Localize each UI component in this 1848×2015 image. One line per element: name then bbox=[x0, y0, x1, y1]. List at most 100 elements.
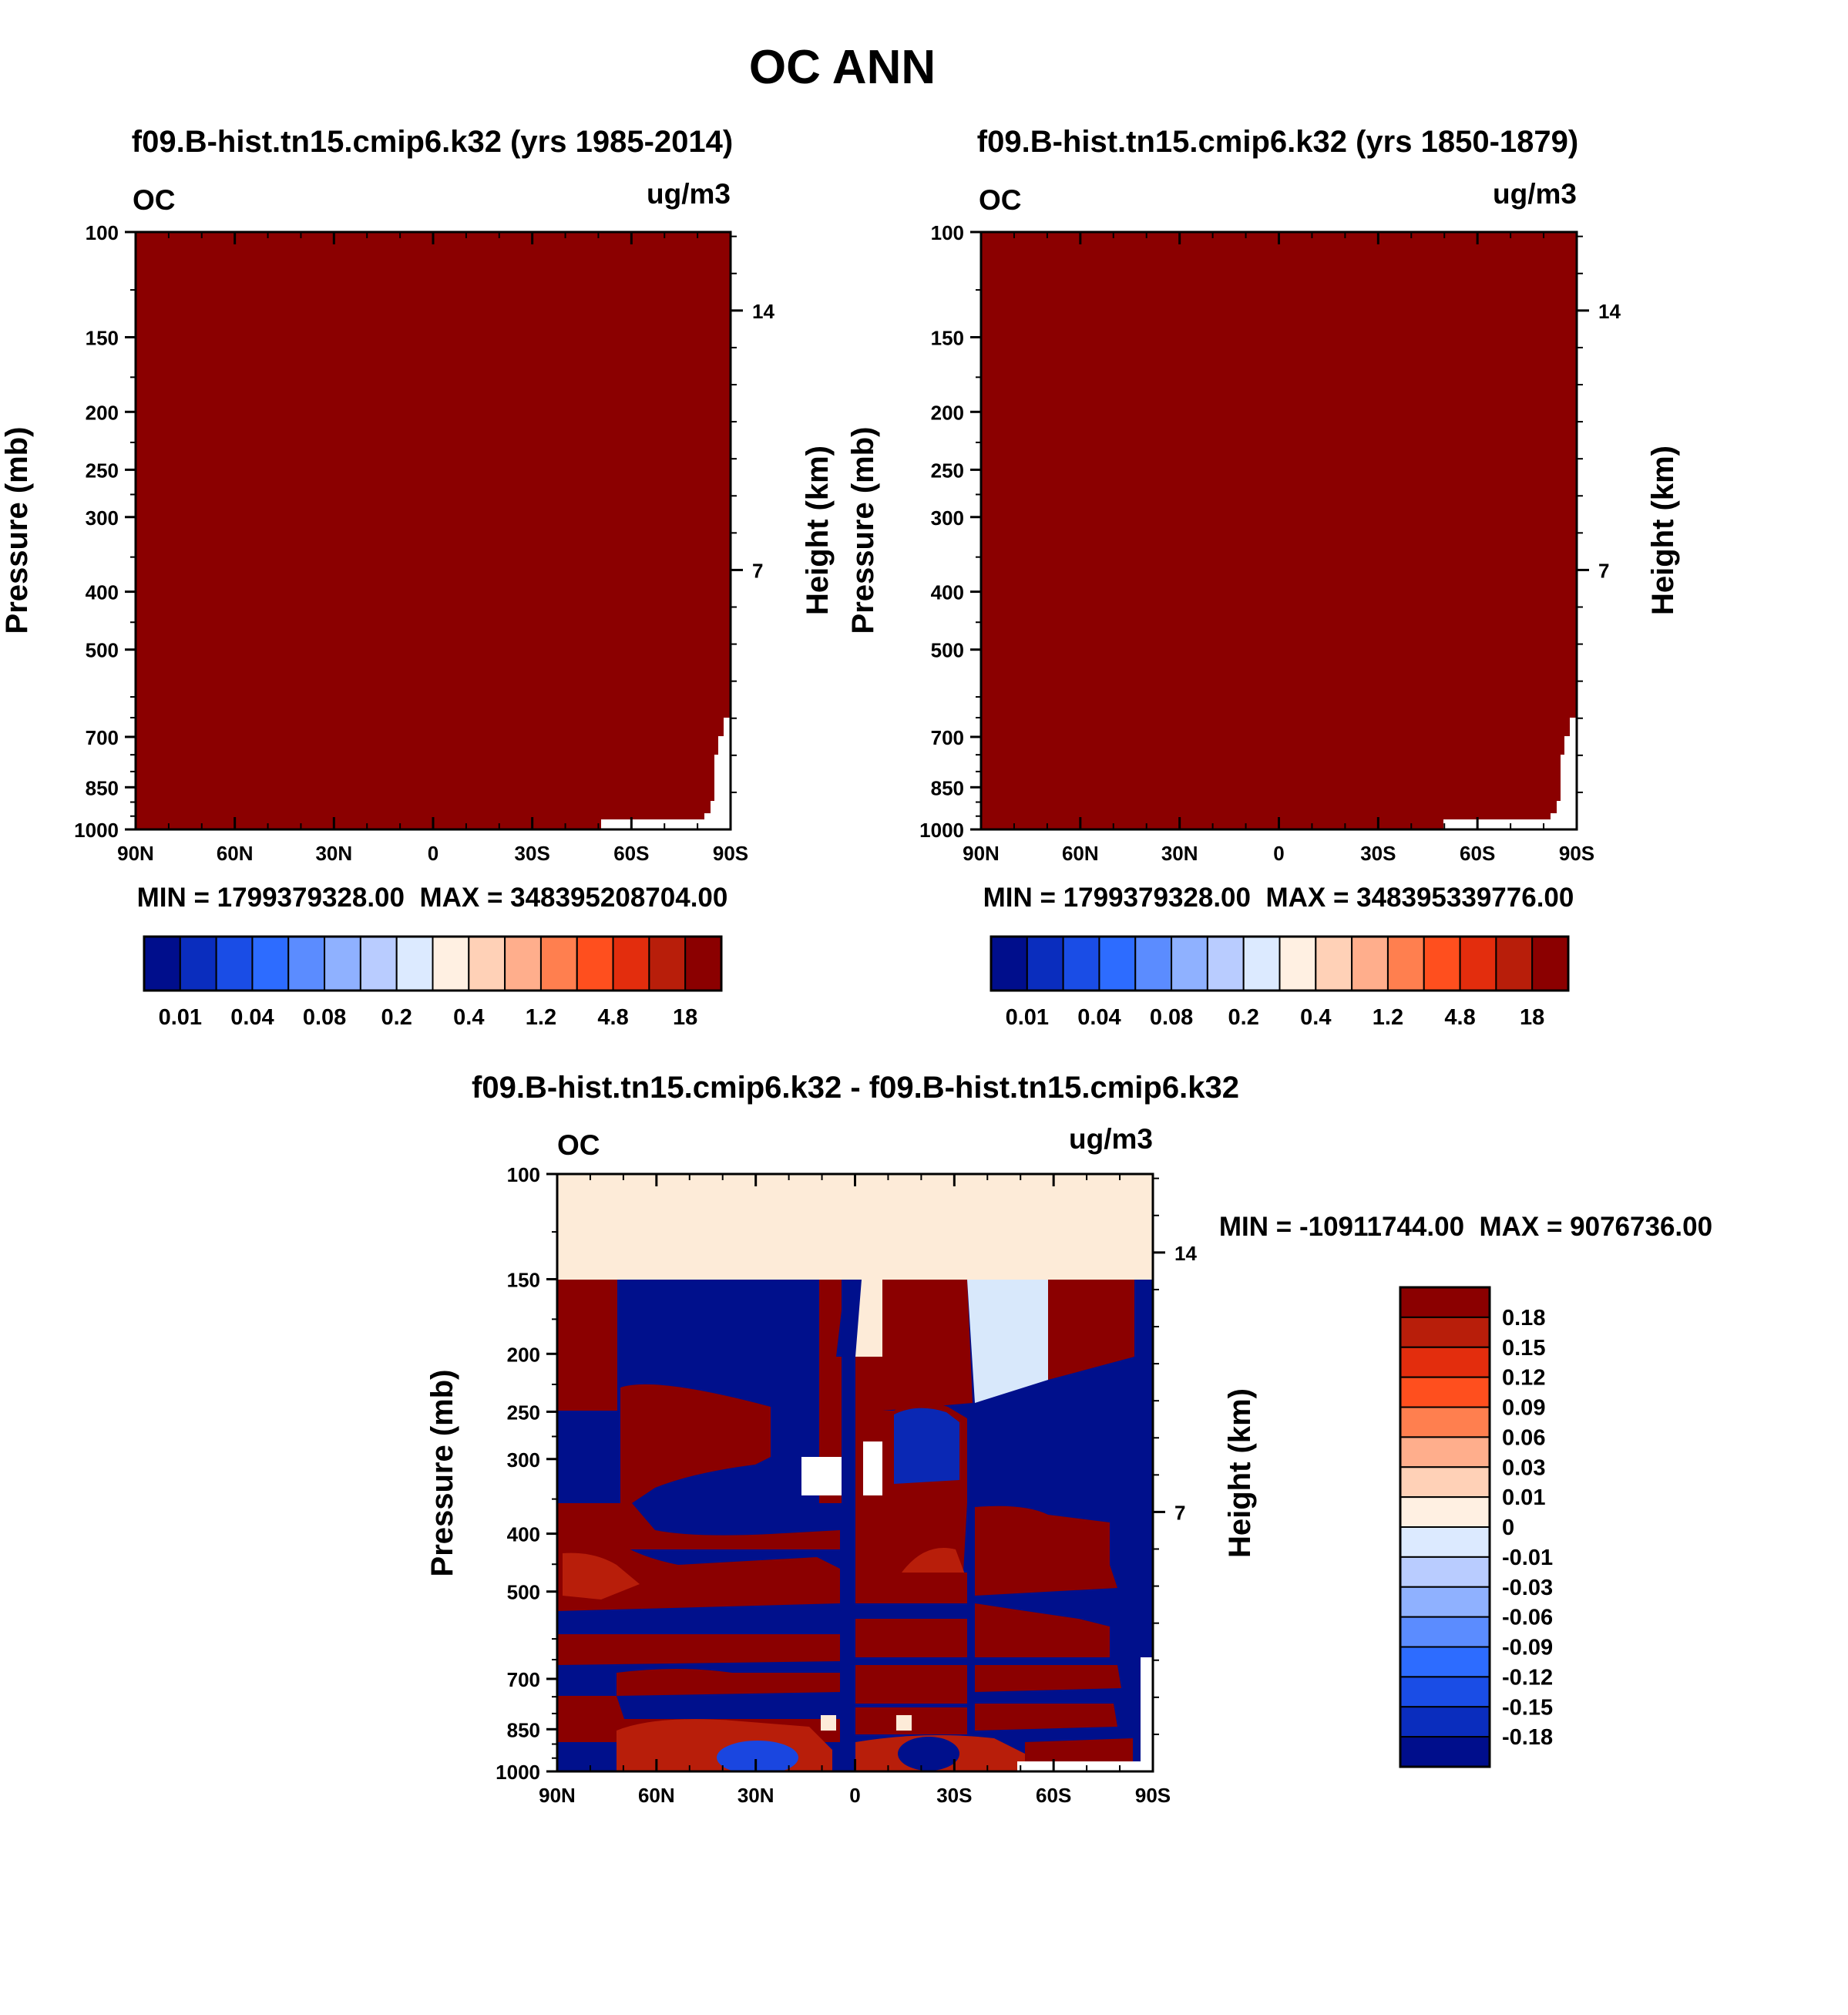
lat-tick-label: 90N bbox=[117, 842, 154, 865]
colorbar-box bbox=[990, 936, 1028, 991]
colorbar-label: 0.12 bbox=[1502, 1366, 1545, 1391]
diff-patch bbox=[557, 1634, 840, 1665]
pressure-tick-label: 250 bbox=[931, 459, 964, 482]
lat-tick-label: 0 bbox=[428, 842, 438, 865]
colorbar-label: 4.8 bbox=[597, 1005, 628, 1030]
pressure-tick-label: 400 bbox=[931, 581, 964, 604]
panel-b: f09.B-hist.tn15.cmip6.k32 (yrs 1850-1879… bbox=[846, 125, 1680, 1030]
pressure-tick-label: 100 bbox=[86, 221, 119, 244]
lat-tick-label: 0 bbox=[849, 1784, 860, 1807]
lat-tick-label: 30N bbox=[738, 1784, 774, 1807]
colorbar-box bbox=[1399, 1706, 1490, 1738]
panel-c-stats: MIN = -10911744.00 MAX = 9076736.00 bbox=[1219, 1212, 1712, 1242]
colorbar-box bbox=[1026, 936, 1064, 991]
panel-a-variable: OC bbox=[133, 184, 176, 216]
lat-tick-label: 60S bbox=[1460, 842, 1495, 865]
diff-patch bbox=[863, 1441, 882, 1495]
colorbar-box bbox=[1134, 936, 1173, 991]
panel-b-colorbar: 0.01 0.04 0.08 0.2 0.4 1.2 4.8 18 bbox=[990, 935, 1570, 1030]
pressure-tick-label: 850 bbox=[931, 776, 964, 799]
colorbar-box bbox=[395, 936, 434, 991]
pressure-tick-label: 300 bbox=[507, 1448, 540, 1472]
colorbar-label: 1.2 bbox=[1373, 1005, 1403, 1030]
panel-b-ylabel-right: Height (km) bbox=[1646, 446, 1680, 615]
panel-c-ylabel: Pressure (mb) bbox=[425, 1370, 459, 1577]
pressure-tick-label: 1000 bbox=[919, 819, 964, 842]
panel-a-units: ug/m3 bbox=[647, 178, 731, 210]
colorbar-box bbox=[1351, 936, 1389, 991]
colorbar-label: 0.2 bbox=[381, 1005, 412, 1030]
diff-patch bbox=[563, 1552, 640, 1600]
pressure-tick-label: 500 bbox=[507, 1581, 540, 1604]
colorbar-label: 0.15 bbox=[1502, 1336, 1545, 1361]
colorbar-box bbox=[1062, 936, 1100, 991]
pressure-tick-label: 700 bbox=[931, 726, 964, 749]
panel-a-ylabel: Pressure (mb) bbox=[0, 427, 34, 634]
pressure-tick-label: 500 bbox=[931, 639, 964, 662]
diff-patch bbox=[821, 1715, 836, 1731]
pressure-tick-label: 200 bbox=[931, 401, 964, 424]
colorbar-label: 0.4 bbox=[453, 1005, 484, 1030]
diff-patch bbox=[975, 1603, 1110, 1657]
panel-b-ylabel: Pressure (mb) bbox=[846, 427, 880, 634]
colorbar-box bbox=[1399, 1406, 1490, 1438]
colorbar-label: -0.15 bbox=[1502, 1695, 1553, 1720]
colorbar-label: 0.01 bbox=[1502, 1485, 1545, 1510]
panel-a-stats: MIN = 1799379328.00 MAX = 348395208704.0… bbox=[137, 883, 728, 913]
colorbar-frame bbox=[990, 935, 1570, 992]
height-tick-label: 14 bbox=[1598, 300, 1621, 323]
diff-patch bbox=[855, 1619, 967, 1657]
colorbar-label: -0.18 bbox=[1502, 1725, 1553, 1750]
height-tick-label: 7 bbox=[1174, 1501, 1185, 1524]
panel-b-title: f09.B-hist.tn15.cmip6.k32 (yrs 1850-1879… bbox=[977, 125, 1578, 159]
colorbar-label: -0.12 bbox=[1502, 1665, 1553, 1690]
lat-tick-label: 30N bbox=[1161, 842, 1198, 865]
colorbar-box bbox=[1386, 936, 1425, 991]
lat-tick-label: 90S bbox=[713, 842, 748, 865]
colorbar-box bbox=[1459, 936, 1497, 991]
lat-tick-label: 90N bbox=[963, 842, 1000, 865]
pressure-tick-label: 150 bbox=[931, 326, 964, 349]
colorbar-box bbox=[684, 936, 722, 991]
diff-missing-region bbox=[1017, 1761, 1153, 1771]
colorbar-box bbox=[1206, 936, 1245, 991]
colorbar-box bbox=[468, 936, 506, 991]
colorbar-box bbox=[179, 936, 217, 991]
colorbar-label: 1.2 bbox=[526, 1005, 556, 1030]
panel-c-title: f09.B-hist.tn15.cmip6.k32 - f09.B-hist.t… bbox=[472, 1071, 1239, 1105]
colorbar-box bbox=[359, 936, 398, 991]
diff-patch bbox=[717, 1741, 798, 1771]
colorbar-label: 0.09 bbox=[1502, 1396, 1545, 1421]
colorbar-label: 4.8 bbox=[1444, 1005, 1475, 1030]
diff-patch bbox=[557, 1280, 617, 1411]
colorbar-box bbox=[1531, 936, 1569, 991]
height-tick-label: 7 bbox=[1598, 559, 1609, 582]
colorbar-label: 0 bbox=[1502, 1515, 1514, 1540]
colorbar-box bbox=[1098, 936, 1137, 991]
panel-a-missing-region bbox=[601, 718, 731, 829]
diff-patch bbox=[882, 1280, 973, 1411]
colorbar-box bbox=[576, 936, 614, 991]
pressure-tick-label: 1000 bbox=[74, 819, 119, 842]
pressure-tick-label: 150 bbox=[86, 326, 119, 349]
colorbar-label: 0.08 bbox=[303, 1005, 346, 1030]
diff-band-top bbox=[557, 1174, 1153, 1280]
pressure-tick-label: 400 bbox=[86, 581, 119, 604]
colorbar-frame bbox=[1399, 1286, 1491, 1768]
lat-tick-label: 60N bbox=[217, 842, 254, 865]
pressure-tick-label: 850 bbox=[86, 776, 119, 799]
colorbar-box bbox=[1399, 1646, 1490, 1678]
diff-patch bbox=[557, 1611, 850, 1634]
pressure-tick-label: 850 bbox=[507, 1718, 540, 1741]
diff-patch bbox=[975, 1704, 1117, 1731]
diff-patch bbox=[975, 1665, 1121, 1692]
diff-patch bbox=[801, 1457, 842, 1495]
diff-patch bbox=[819, 1280, 842, 1357]
colorbar-frame bbox=[143, 935, 723, 992]
colorbar-label: 18 bbox=[1520, 1005, 1544, 1030]
pressure-tick-label: 250 bbox=[507, 1401, 540, 1424]
panel-a-colorbar: 0.01 0.04 0.08 0.2 0.4 1.2 4.8 18 bbox=[143, 935, 723, 1030]
panel-a: f09.B-hist.tn15.cmip6.k32 (yrs 1985-2014… bbox=[0, 125, 835, 1030]
colorbar-label: 0.01 bbox=[1006, 1005, 1049, 1030]
colorbar-label: 0.4 bbox=[1300, 1005, 1331, 1030]
